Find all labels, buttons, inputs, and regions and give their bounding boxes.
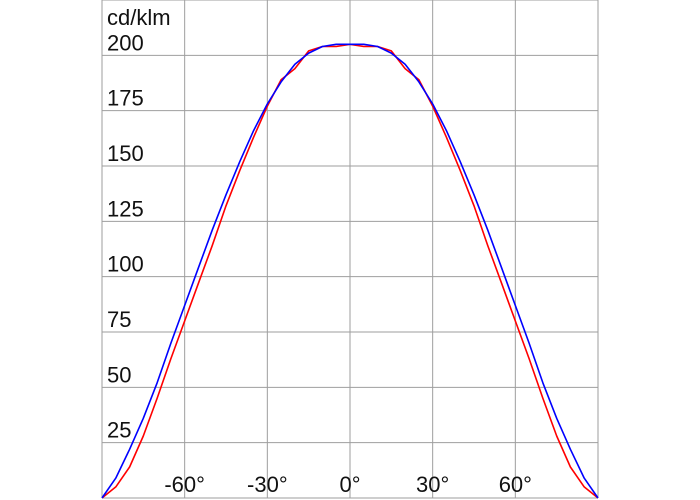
y-tick-label: 100 (107, 252, 144, 277)
data-series (101, 43, 599, 499)
y-tick-label: 75 (107, 307, 131, 332)
y-tick-label: 50 (107, 362, 131, 387)
x-tick-label: -60° (164, 472, 205, 497)
grid-lines (101, 0, 599, 499)
y-axis-unit-label: cd/klm (107, 5, 171, 30)
x-tick-label: 0° (339, 472, 360, 497)
y-tick-label: 200 (107, 30, 144, 55)
y-tick-label: 175 (107, 86, 144, 111)
y-tick-label: 150 (107, 141, 144, 166)
y-tick-label: 25 (107, 418, 131, 443)
x-tick-label: 30° (416, 472, 449, 497)
tick-labels: 255075100125150175200225-60°-30°0°30°60° (107, 30, 532, 497)
x-tick-label: 60° (499, 472, 532, 497)
y-tick-label: 125 (107, 196, 144, 221)
series-line-1 (101, 43, 599, 499)
x-tick-label: -30° (247, 472, 288, 497)
